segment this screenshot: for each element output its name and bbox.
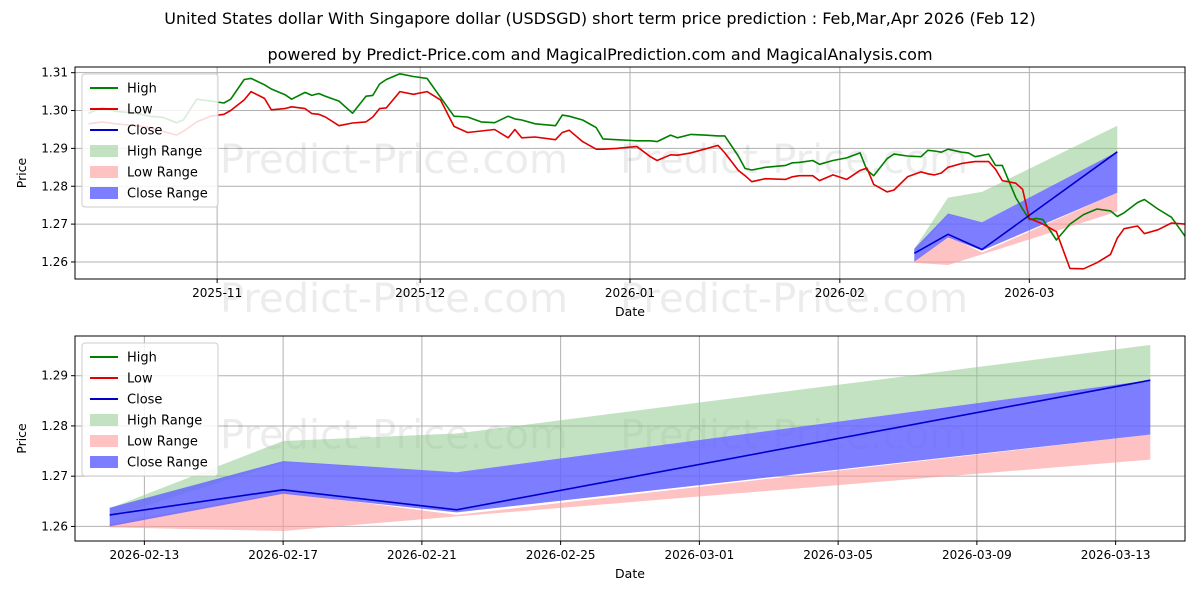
top-ytick-label-2: 1.28 — [41, 179, 68, 193]
bottom-ytick-label-2: 1.28 — [41, 419, 68, 433]
top-ytick-label-1: 1.27 — [41, 217, 68, 231]
top-high-range-band — [914, 125, 1118, 255]
top-panel: Predict-Price.com Predict-Price.com Predic… — [14, 66, 1186, 322]
bottom-xtick-label-1: 2026-02-17 — [248, 548, 318, 562]
top-watermark-4: Predict-Price.com — [620, 276, 968, 322]
top-low-range-band — [914, 192, 1118, 265]
bottom-xtick-label-7: 2026-03-13 — [1081, 548, 1151, 562]
bottom-ylabel: Price — [14, 423, 29, 454]
bottom-legend: High Low Close High Range Low Range Close Ran… — [81, 342, 219, 477]
top-close-line — [913, 151, 1118, 254]
bottom-xtick-label-3: 2026-02-25 — [526, 548, 596, 562]
top-legend: High Low Close High Range Low Range Close Ran… — [81, 73, 219, 208]
top-ytick-label-3: 1.29 — [41, 141, 68, 155]
bottom-plot-area — [109, 345, 1151, 531]
top-legend-label-3: High Range — [127, 145, 202, 160]
bottom-axes-frame — [74, 335, 1186, 542]
top-xtick-label-2: 2026-01 — [605, 286, 655, 300]
top-legend-swatch-5 — [90, 187, 118, 199]
top-legend-label-5: Close Range — [127, 187, 208, 202]
bottom-ytick-label-1: 1.27 — [41, 469, 68, 483]
top-ylabel: Price — [14, 157, 29, 188]
top-ytick-label-4: 1.30 — [41, 104, 68, 118]
bottom-legend-swatch-4 — [90, 435, 118, 447]
bottom-ytick-label-0: 1.26 — [41, 519, 68, 533]
top-legend-label-1: Low — [127, 103, 153, 118]
top-low-line — [88, 90, 1185, 270]
top-high-line — [88, 73, 1185, 241]
bottom-close-line — [109, 379, 1151, 516]
bottom-panel: Predict-Price.comPredict-Price.com2026-0… — [14, 335, 1186, 581]
bottom-close-range-band — [109, 380, 1151, 527]
top-legend-swatch-4 — [90, 166, 118, 178]
bottom-xtick-label-0: 2026-02-13 — [110, 548, 180, 562]
top-plot-area — [88, 73, 1185, 270]
bottom-legend-label-4: Low Range — [127, 435, 198, 450]
bottom-legend-label-3: High Range — [127, 414, 202, 429]
top-xtick-label-0: 2025-11 — [192, 286, 242, 300]
top-ytick-label-5: 1.31 — [41, 66, 68, 80]
bottom-ytick-label-3: 1.29 — [41, 369, 68, 383]
bottom-xtick-label-4: 2026-03-01 — [665, 548, 735, 562]
top-watermark-3: Predict-Price.com — [220, 276, 568, 322]
bottom-high-range-band — [109, 345, 1151, 518]
top-xtick-label-4: 2026-03 — [1004, 286, 1054, 300]
top-legend-swatch-3 — [90, 145, 118, 157]
bottom-legend-swatch-5 — [90, 456, 118, 468]
bottom-legend-label-2: Close — [127, 393, 162, 408]
top-legend-label-2: Close — [127, 124, 162, 139]
bottom-legend-swatch-3 — [90, 414, 118, 426]
top-xtick-label-1: 2025-12 — [395, 286, 445, 300]
top-legend-label-4: Low Range — [127, 166, 198, 181]
bottom-low-range-band — [109, 434, 1151, 531]
top-ytick-label-0: 1.26 — [41, 255, 68, 269]
bottom-xtick-label-6: 2026-03-09 — [942, 548, 1012, 562]
top-legend-label-0: High — [127, 82, 157, 97]
bottom-xlabel: Date — [615, 566, 645, 581]
bottom-legend-label-0: High — [127, 351, 157, 366]
chart-title: United States dollar With Singapore doll… — [164, 9, 1036, 28]
bottom-xtick-label-2: 2026-02-21 — [387, 548, 457, 562]
bottom-legend-label-1: Low — [127, 372, 153, 387]
top-xlabel: Date — [615, 304, 645, 319]
bottom-legend-label-5: Close Range — [127, 456, 208, 471]
top-xtick-label-3: 2026-02 — [815, 286, 865, 300]
top-watermark-1: Predict-Price.com — [220, 137, 568, 183]
chart-subtitle: powered by Predict-Price.com and Magical… — [267, 45, 933, 64]
bottom-xtick-label-5: 2026-03-05 — [803, 548, 873, 562]
top-close-range-band — [914, 151, 1118, 262]
